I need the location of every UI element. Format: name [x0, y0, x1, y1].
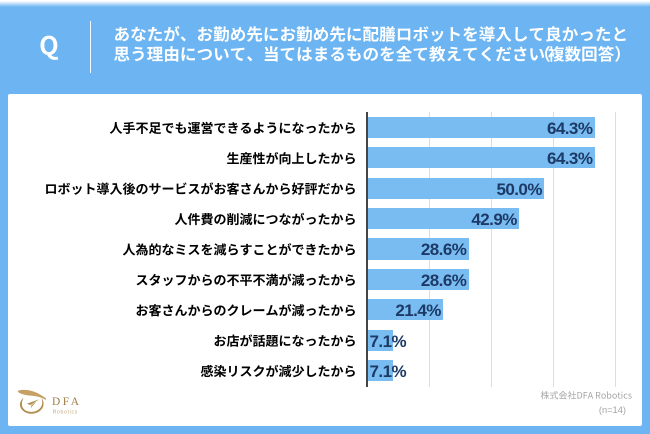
svg-text:Robotics: Robotics — [53, 409, 78, 415]
